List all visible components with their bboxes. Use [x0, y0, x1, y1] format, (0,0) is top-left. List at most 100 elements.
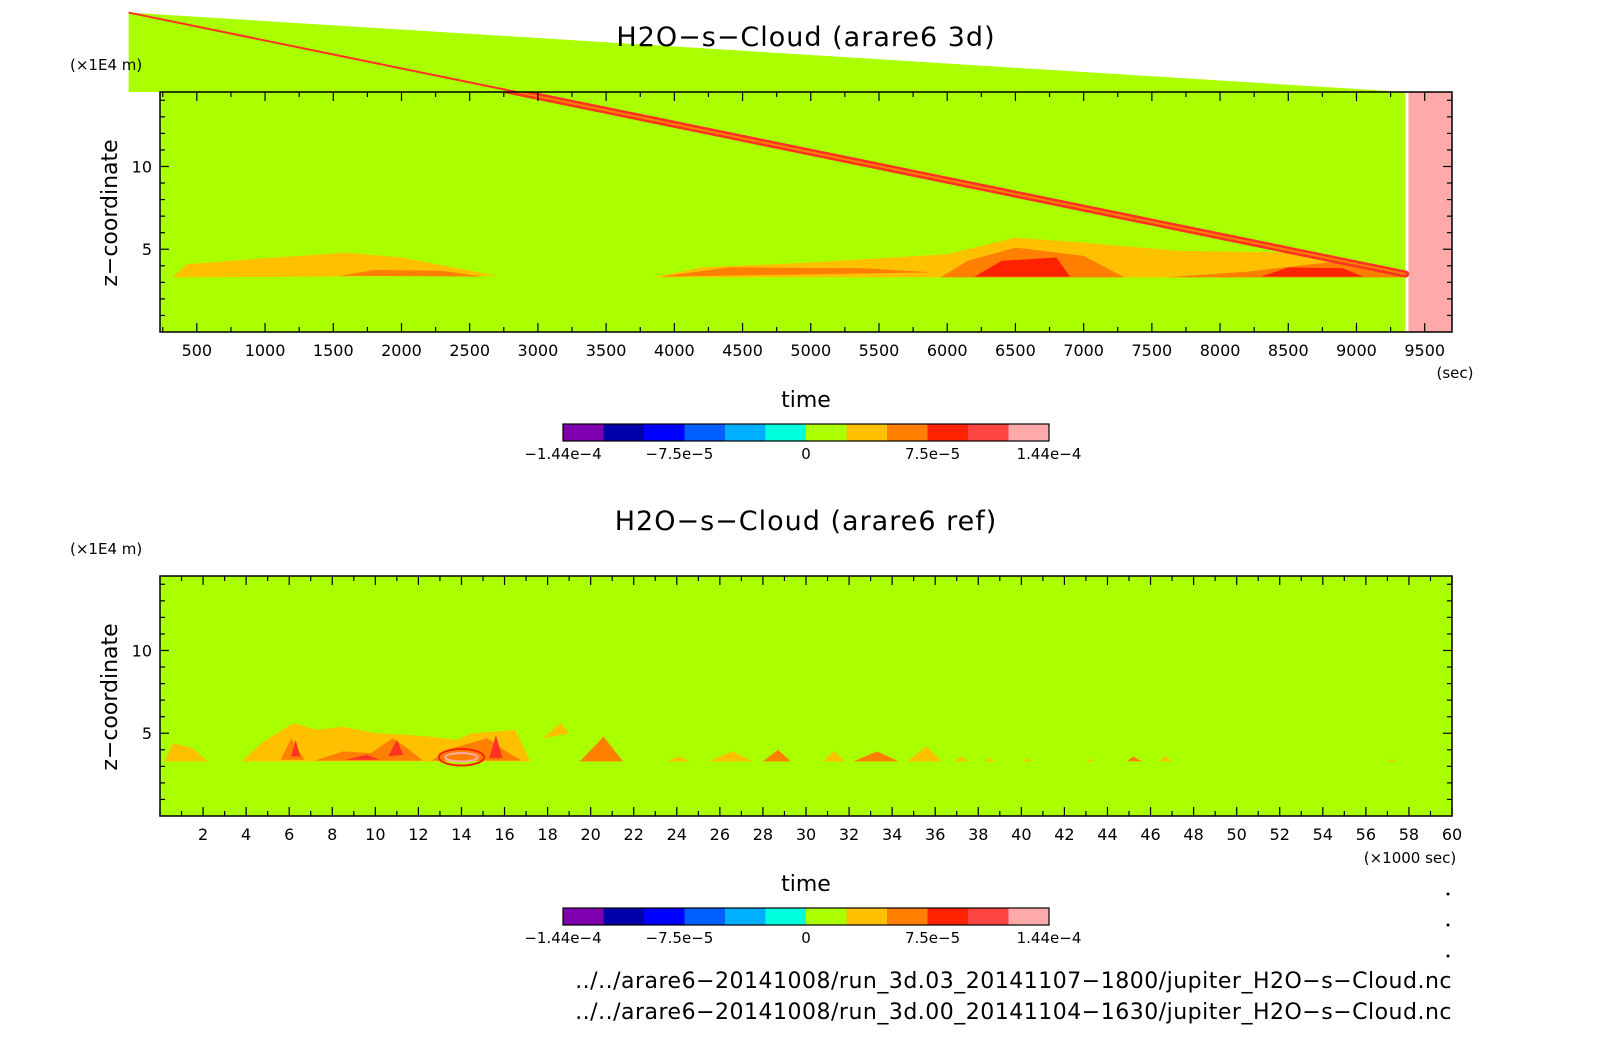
cloud-streak-overflow [128, 11, 517, 93]
field-background [160, 576, 1452, 816]
x-tick-label: 3500 [586, 341, 627, 360]
contour-patch [907, 746, 942, 762]
colorbar-swatch [765, 424, 807, 441]
contour-patch [823, 751, 845, 762]
x-tick-label: 6 [284, 825, 294, 844]
x-tick-label: 8 [327, 825, 337, 844]
colorbar-tick-label: −7.5e−5 [646, 445, 714, 463]
contour-patch [388, 739, 404, 757]
colorbar-swatch [684, 908, 726, 925]
x-tick-label: 8500 [1268, 341, 1309, 360]
plot-area [160, 92, 1452, 332]
contour-patch [1023, 758, 1033, 762]
contour-patch [345, 754, 380, 760]
y-tick-label: 10 [132, 157, 152, 176]
colorbar-swatch [684, 424, 726, 441]
colorbar: −1.44e−4 −7.5e−5 0 7.5e−5 1.44e−4 [524, 907, 1082, 947]
y-unit-label: (×1E4 m) [70, 56, 142, 74]
colorbar-swatch [846, 424, 888, 441]
colorbar-tick-label: −1.44e−4 [524, 929, 601, 947]
colorbar-tick-label: 0 [801, 929, 811, 947]
colorbar-swatch [968, 424, 1009, 441]
colorbar-frame [562, 423, 1050, 442]
colorbar-swatch [563, 424, 604, 441]
overflow-wedge [128, 11, 1406, 93]
x-tick-label: 2500 [449, 341, 490, 360]
x-tick-label: 44 [1097, 825, 1117, 844]
y-tick-label: 5 [142, 724, 152, 743]
contour-patch [984, 758, 996, 762]
field-background [160, 92, 1452, 332]
stray-dot [1446, 923, 1450, 927]
file-path-1: ../../arare6−20141008/run_3d.03_20141107… [575, 969, 1452, 994]
x-tick-label: 4 [241, 825, 251, 844]
colorbar-tick-label: −7.5e−5 [646, 929, 714, 947]
colorbar-swatch [806, 908, 847, 925]
x-tick-label: 5500 [859, 341, 900, 360]
contour-patch [666, 756, 690, 762]
colorbar-frame [562, 907, 1050, 926]
x-unit-label: (×1000 sec) [1364, 849, 1457, 867]
y-axis-title: z−coordinate [98, 623, 123, 770]
x-tick-label: 54 [1313, 825, 1333, 844]
stray-dot [1446, 892, 1450, 896]
contour-patch [164, 743, 208, 762]
x-tick-label: 2000 [381, 341, 422, 360]
x-tick-label: 6500 [995, 341, 1036, 360]
x-tick-label: 50 [1226, 825, 1246, 844]
x-tick-label: 42 [1054, 825, 1074, 844]
contour-patch [1387, 758, 1396, 762]
panel-ref: H2O−s−Cloud (arare6 ref) (×1E4 m) 2 4 6 8 10… [70, 506, 1462, 947]
contour-patch [1261, 267, 1364, 277]
colorbar-tick-label: 1.44e−4 [1017, 445, 1082, 463]
x-tick-label: 7000 [1063, 341, 1104, 360]
colorbar-swatch [887, 424, 928, 441]
x-tick-label: 46 [1140, 825, 1160, 844]
x-tick-label: 18 [537, 825, 557, 844]
x-tick-label: 52 [1270, 825, 1290, 844]
panel-3d: H2O−s−Cloud (arare6 3d) (×1E4 m) 500 1000… [70, 11, 1474, 463]
contour-patch [543, 723, 570, 739]
x-tick-label: 58 [1399, 825, 1419, 844]
chart-title: H2O−s−Cloud (arare6 3d) [616, 22, 995, 53]
x-tick-label: 60 [1442, 825, 1462, 844]
colorbar-swatch [806, 424, 847, 441]
x-tick-label: 56 [1356, 825, 1376, 844]
colorbar-swatch [725, 908, 766, 925]
x-tick-label: 12 [408, 825, 428, 844]
colorbar-swatch [563, 908, 604, 925]
x-tick-label: 24 [667, 825, 687, 844]
x-tick-label: 48 [1183, 825, 1203, 844]
colorbar-tick-label: 1.44e−4 [1017, 929, 1082, 947]
colorbar-swatch [927, 424, 969, 441]
contour-patch [1159, 756, 1173, 762]
colorbar-swatch [725, 424, 766, 441]
x-tick-label: 6000 [927, 341, 968, 360]
x-tick-label: 34 [882, 825, 902, 844]
contour-patch [1085, 758, 1095, 762]
colorbar-swatch [846, 908, 888, 925]
contour-patch [974, 257, 1070, 277]
colorbar-swatch [765, 908, 807, 925]
x-tick-label: 9500 [1404, 341, 1445, 360]
colorbar-swatch [644, 908, 685, 925]
x-tick-label: 40 [1011, 825, 1031, 844]
stray-dot [1446, 954, 1450, 958]
contour-patch [579, 736, 623, 762]
colorbar-swatch [1008, 908, 1050, 925]
x-tick-label: 10 [365, 825, 385, 844]
contour-patch [709, 751, 753, 762]
plot-frame [159, 91, 1453, 333]
x-tick-label: 1000 [245, 341, 286, 360]
contour-patch [340, 269, 484, 277]
x-tick-label: 7500 [1131, 341, 1172, 360]
colorbar-tick-label: 0 [801, 445, 811, 463]
x-tick-label: 500 [182, 341, 213, 360]
colorbar-tick-label: 7.5e−5 [905, 929, 960, 947]
colorbar-swatch [644, 424, 685, 441]
x-tick-label: 5000 [790, 341, 831, 360]
x-tick-label: 16 [494, 825, 514, 844]
x-tick-label: 22 [624, 825, 644, 844]
cloud-streak-core [511, 92, 1406, 276]
